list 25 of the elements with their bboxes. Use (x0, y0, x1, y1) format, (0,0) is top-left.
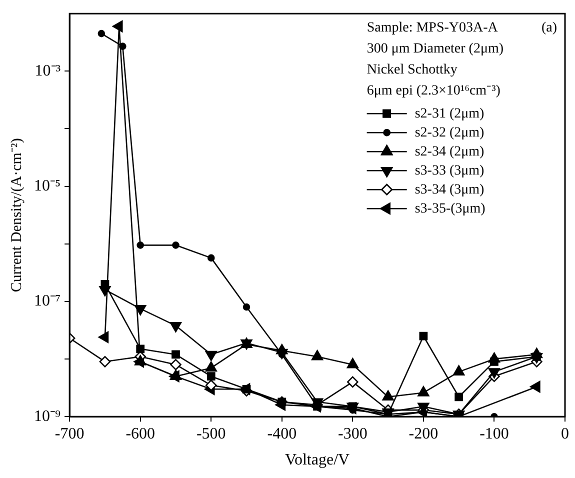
annotation: Sample: MPS-Y03A-A (366, 20, 499, 36)
legend-label: s2-31 (2μm) (414, 106, 484, 122)
y-tick-label: 10⁻³ (34, 62, 61, 80)
x-tick-label: -500 (196, 425, 226, 442)
x-tick-label: -300 (338, 425, 368, 442)
legend-label: s3-34 (3μm) (414, 182, 484, 198)
x-tick-label: -600 (126, 425, 156, 442)
x-axis-title: Voltage/V (284, 452, 350, 469)
x-tick-label: -400 (267, 425, 297, 442)
annotation: Nickel Schottky (366, 62, 458, 78)
x-tick-label: -200 (408, 425, 438, 442)
legend-label: s2-32 (2μm) (414, 125, 484, 140)
x-tick-label: -700 (54, 425, 84, 442)
annotation: 300 μm Diameter (2μm) (366, 41, 504, 56)
annotation: (a) (541, 20, 558, 36)
y-tick-label: 10⁻⁹ (34, 408, 61, 425)
x-tick-label: 0 (561, 425, 569, 442)
annotation: 6μm epi (2.3×10¹⁶cm⁻³) (366, 83, 501, 98)
legend-label: s3-35-(3μm) (414, 201, 486, 216)
y-tick-label: 10⁻⁵ (34, 178, 61, 195)
y-axis-title: Current Density/(A·cm⁻²) (8, 138, 25, 292)
legend-label: s3-33 (3μm) (414, 163, 484, 178)
y-tick-label: 10⁻⁷ (34, 292, 61, 310)
x-tick-label: -100 (480, 425, 509, 442)
legend-label: s2-34 (2μm) (414, 144, 484, 160)
